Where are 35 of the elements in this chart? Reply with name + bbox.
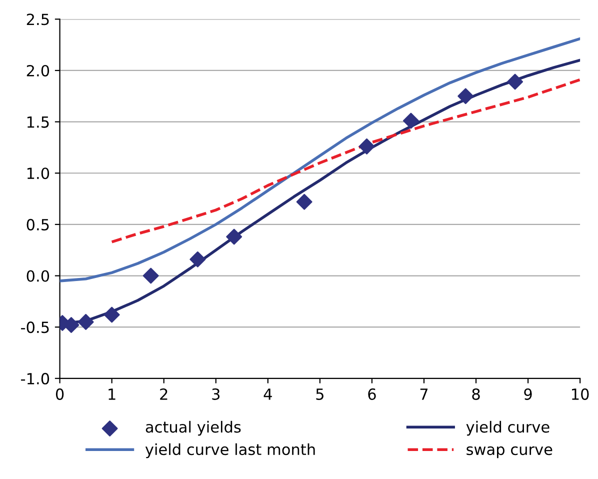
- point: [296, 194, 312, 210]
- line-series: [60, 37, 580, 282]
- legend-label: yield curve: [466, 420, 550, 436]
- y-tick-label: 0.5: [26, 218, 49, 230]
- x-tick-label: 10: [572, 388, 589, 400]
- x-tick-label: 9: [524, 388, 532, 400]
- x-tick-label: 2: [160, 388, 168, 400]
- point: [142, 268, 159, 284]
- x-tick-label: 8: [472, 388, 480, 400]
- point: [358, 138, 375, 154]
- point: [226, 228, 242, 245]
- x-tick-label: 6: [368, 388, 376, 400]
- legend-label: swap curve: [466, 446, 552, 458]
- point: [458, 88, 474, 104]
- point: [190, 251, 206, 268]
- x-tick-label: 7: [420, 388, 428, 400]
- point: [78, 314, 94, 330]
- y-tick-label: 0.0: [26, 270, 50, 282]
- x-tick-label: 0: [56, 388, 64, 400]
- point: [104, 306, 120, 323]
- x-tick-label: 1: [108, 388, 116, 400]
- x-tick-label: 5: [316, 388, 324, 400]
- line-series: [110, 78, 580, 244]
- legend-label: yield curve last month: [145, 443, 315, 458]
- y-tick-label: 1.5: [27, 116, 49, 128]
- y-tick-label: 2.5: [26, 14, 49, 26]
- x-tick-label: 3: [212, 388, 220, 400]
- point: [402, 112, 419, 129]
- y-tick-label: -1.0: [21, 372, 50, 384]
- y-tick-label: 1.0: [27, 168, 50, 180]
- x-tick-label: 4: [264, 388, 272, 400]
- y-tick-label: 2.0: [26, 64, 50, 77]
- y-tick-label: -0.5: [21, 322, 49, 334]
- point: [507, 74, 524, 90]
- legend-label: actual yields: [146, 420, 241, 436]
